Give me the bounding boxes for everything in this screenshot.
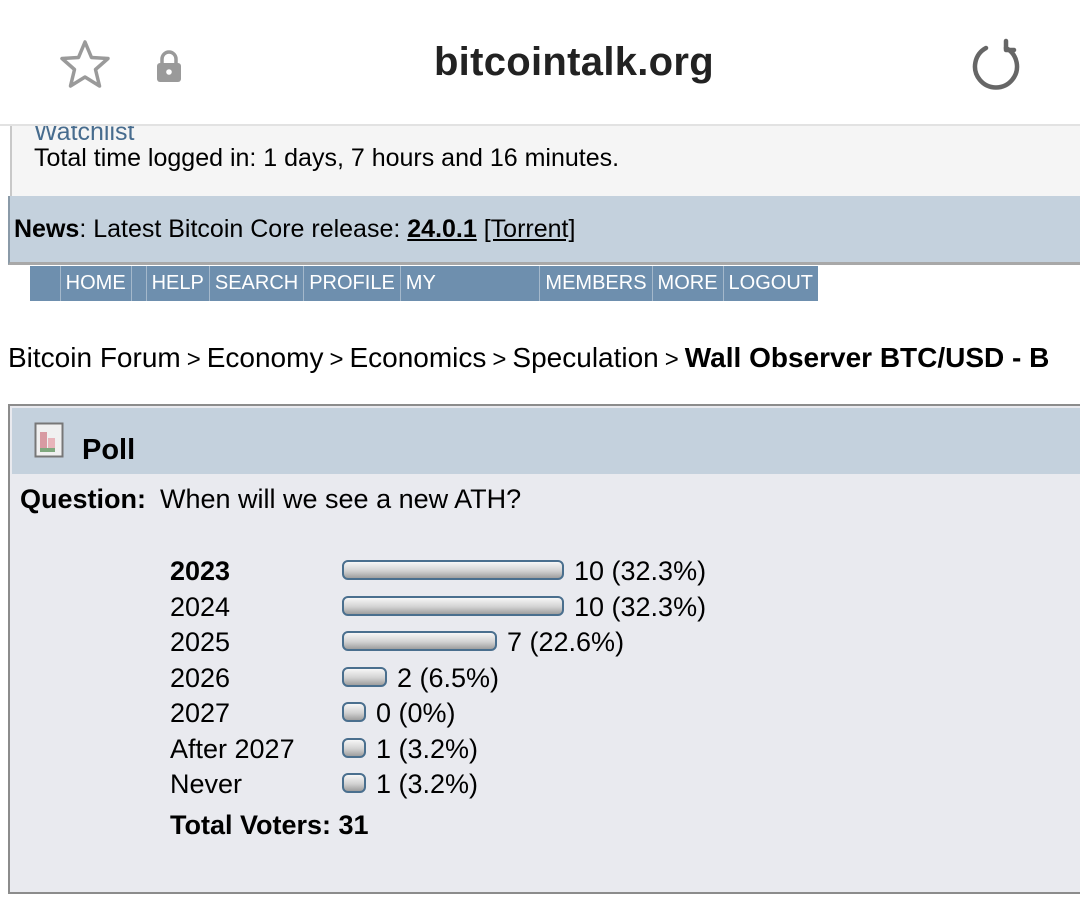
poll-result-count: 2 (6.5%) — [397, 662, 500, 693]
menu-logout[interactable]: LOGOUT — [722, 266, 818, 301]
breadcrumb-economics[interactable]: Economics — [349, 342, 487, 373]
poll-result-count: 1 (3.2%) — [376, 733, 479, 764]
poll-result-count: 10 (32.3%) — [574, 591, 707, 622]
menu-members[interactable]: MEMBERS — [539, 266, 651, 301]
poll-title: Poll — [82, 434, 136, 466]
menu-home[interactable]: HOME — [65, 272, 126, 294]
user-info-box: Watchlist Total time logged in: 1 days, … — [10, 118, 1080, 196]
poll-result-bar — [342, 773, 366, 793]
menu-help[interactable]: HELP — [145, 266, 209, 301]
poll-result-bar — [342, 666, 387, 687]
lock-icon[interactable] — [154, 50, 184, 84]
breadcrumb-speculation[interactable]: Speculation — [512, 342, 659, 373]
poll-box: Poll Question: When will we see a new ATH… — [8, 404, 1080, 894]
reload-icon[interactable] — [968, 38, 1024, 94]
poll-result-count: 7 (22.6%) — [507, 627, 625, 657]
breadcrumb-separator: > — [664, 346, 679, 373]
poll-option-label: 2027 — [170, 698, 231, 728]
news-label: News — [14, 215, 80, 243]
total-voters: Total Voters: 31 — [170, 810, 369, 840]
poll-result-count: 10 (32.3%) — [574, 556, 707, 586]
release-version-link[interactable]: 24.0.1 — [407, 215, 477, 243]
poll-result-bar — [342, 595, 564, 616]
poll-result-bar — [342, 631, 497, 651]
poll-icon — [34, 422, 64, 458]
breadcrumb-current-topic[interactable]: Wall Observer BTC/USD - B — [684, 342, 1050, 373]
breadcrumb-bitcoin-forum[interactable]: Bitcoin Forum — [8, 342, 181, 373]
url-domain[interactable]: bitcointalk.org — [433, 40, 715, 84]
breadcrumb-separator: > — [329, 346, 344, 373]
poll-question: Question: When will we see a new ATH? — [20, 484, 521, 515]
star-icon[interactable] — [58, 38, 112, 92]
time-logged-in: Total time logged in: 1 days, 7 hours an… — [34, 144, 620, 172]
poll-result-count: 1 (3.2%) — [376, 769, 479, 799]
question-text: When will we see a new ATH? — [160, 484, 522, 514]
poll-option-label: Never — [170, 769, 243, 799]
menu-more[interactable]: MORE — [651, 266, 723, 301]
breadcrumb-separator: > — [492, 346, 507, 373]
main-menu: HOME HELP SEARCH PROFILE MY MESSAGES MEM… — [30, 266, 818, 329]
torrent-link[interactable]: [Torrent] — [483, 215, 576, 243]
menu-my-messages[interactable]: MY MESSAGES — [399, 266, 540, 329]
poll-option-label: 2025 — [170, 627, 231, 657]
menu-search[interactable]: SEARCH — [208, 266, 303, 301]
breadcrumb: Bitcoin Forum > Economy > Economics > Speculat… — [8, 342, 1049, 374]
poll-option-label: 2026 — [170, 662, 231, 693]
poll-header: Poll — [12, 408, 1080, 474]
news-text: : Latest Bitcoin Core release: — [79, 215, 408, 243]
breadcrumb-economy[interactable]: Economy — [206, 342, 324, 373]
browser-url-bar: bitcointalk.org — [0, 0, 1080, 126]
poll-option-label: 2023 — [170, 556, 231, 586]
poll-result-bar — [342, 737, 366, 758]
news-bar: News: Latest Bitcoin Core release: 24.0.… — [8, 196, 1080, 265]
poll-option-label: After 2027 — [170, 733, 295, 764]
poll-option-label: 2024 — [170, 591, 231, 622]
menu-profile[interactable]: PROFILE — [303, 266, 400, 301]
poll-result-bar — [342, 560, 564, 580]
menu-lead-spacer — [30, 266, 61, 301]
breadcrumb-separator: > — [186, 346, 201, 373]
poll-result-count: 0 (0%) — [376, 698, 456, 728]
question-label: Question: — [20, 484, 146, 514]
menu-spacer — [130, 266, 146, 301]
poll-result-bar — [342, 702, 366, 722]
